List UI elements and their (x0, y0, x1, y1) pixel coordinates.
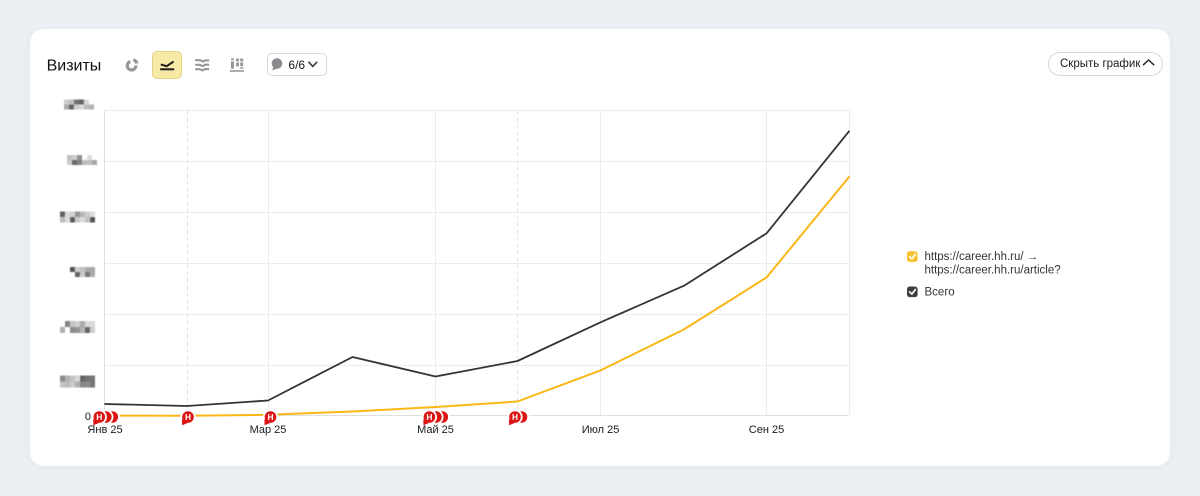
svg-text:Скрыть график: Скрыть график (1060, 58, 1141, 70)
svg-text:Н: Н (426, 412, 432, 422)
svg-text:https://career.hh.ru/ →: https://career.hh.ru/ → (925, 251, 1039, 263)
svg-text:Н: Н (267, 412, 273, 422)
svg-text:Май 25: Май 25 (417, 424, 454, 436)
svg-text:Мар 25: Мар 25 (250, 424, 287, 436)
svg-text:Н: Н (185, 412, 191, 422)
svg-text:Янв 25: Янв 25 (87, 424, 122, 436)
svg-text:Визиты: Визиты (47, 57, 102, 74)
svg-text:6/6: 6/6 (288, 58, 305, 72)
svg-text:Сен 25: Сен 25 (749, 424, 784, 436)
svg-text:Н: Н (512, 412, 518, 422)
svg-text:0: 0 (85, 411, 91, 423)
svg-text:Всего: Всего (925, 286, 955, 298)
svg-text:https://career.hh.ru/article?: https://career.hh.ru/article? (925, 265, 1061, 277)
svg-text:Н: Н (96, 412, 102, 422)
svg-text:Июл 25: Июл 25 (582, 424, 620, 436)
